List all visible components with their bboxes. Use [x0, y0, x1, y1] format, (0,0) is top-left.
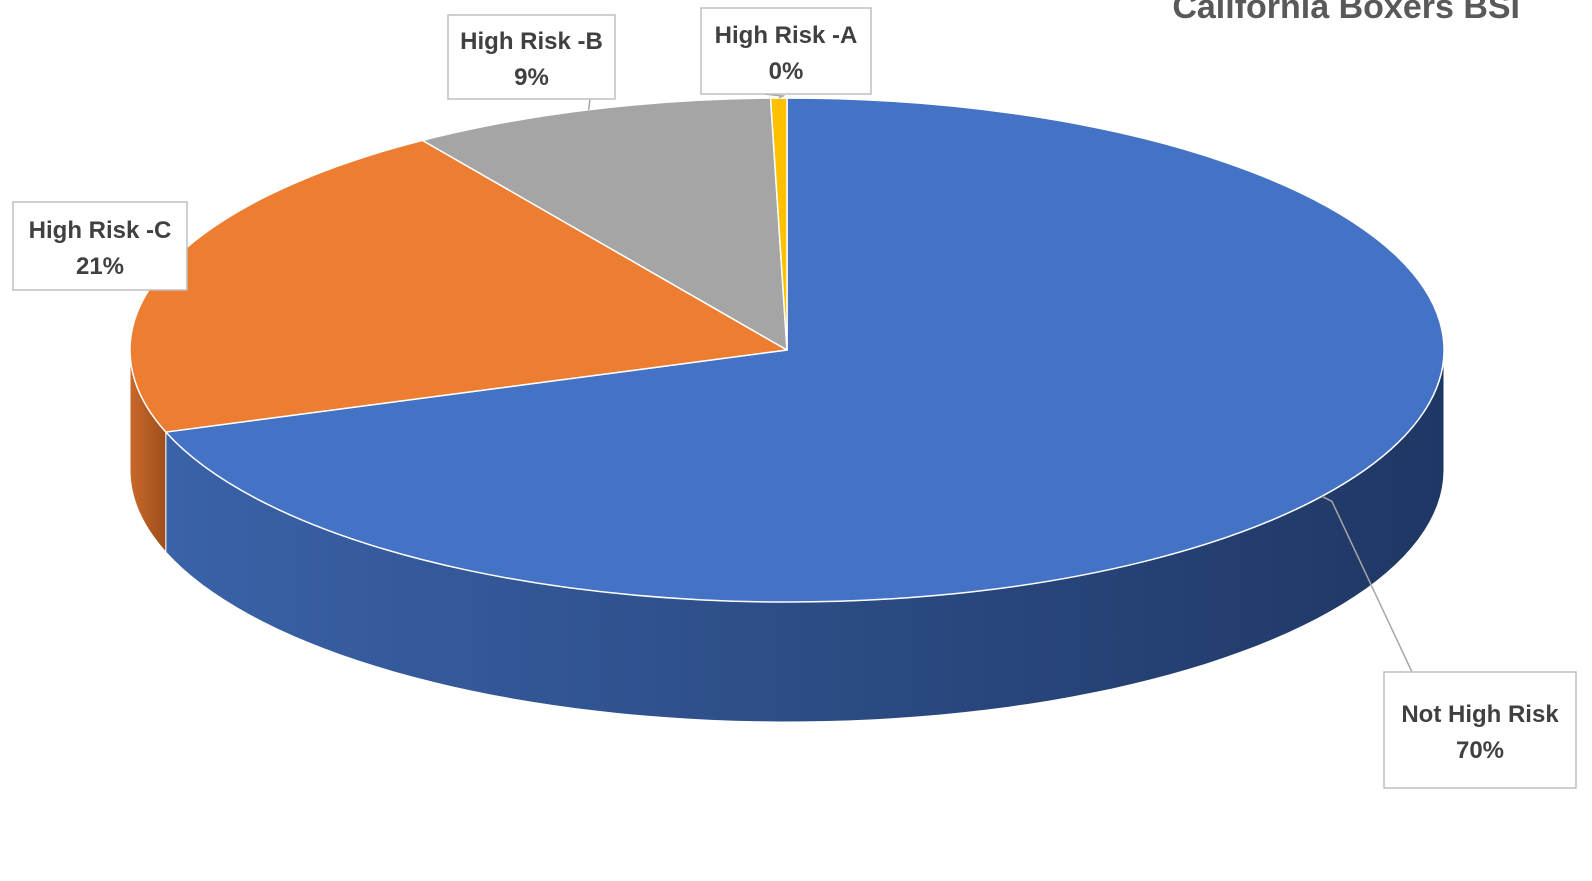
data-label-name: High Risk -C: [29, 217, 172, 244]
data-label-not-high-risk: Not High Risk 70%: [1384, 672, 1576, 788]
chart-title: California Boxers BSI: [1172, 0, 1520, 26]
data-label-name: Not High Risk: [1401, 701, 1559, 728]
data-label-name: High Risk -B: [460, 28, 603, 55]
leader-line-high-risk-b: [589, 99, 590, 110]
pie-tops: [130, 98, 1444, 602]
data-label-high-risk-a: High Risk -A 0%: [701, 8, 871, 94]
data-label-value: 9%: [514, 64, 549, 91]
data-label-high-risk-b: High Risk -B 9%: [448, 15, 615, 99]
data-label-value: 0%: [769, 58, 804, 85]
data-label-value: 21%: [76, 253, 124, 280]
data-label-value: 70%: [1456, 737, 1504, 764]
data-label-name: High Risk -A: [715, 22, 858, 49]
data-label-high-risk-c: High Risk -C 21%: [13, 202, 187, 290]
data-label-box: [1384, 672, 1576, 788]
